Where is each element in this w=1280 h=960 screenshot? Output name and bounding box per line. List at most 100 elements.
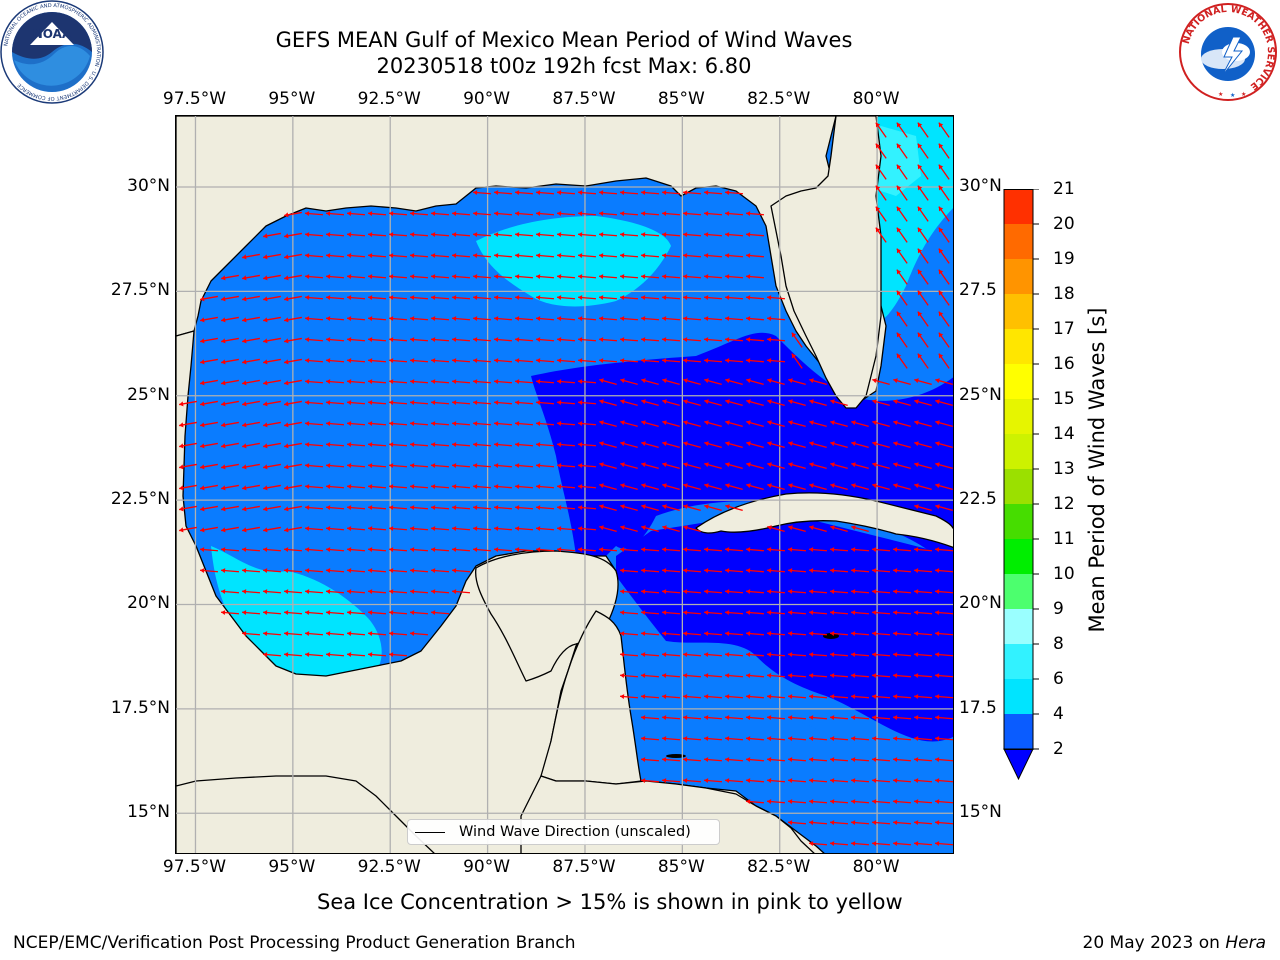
wave-direction-arrow [745,211,765,217]
wave-direction-arrow [934,589,953,595]
wave-direction-arrow [767,483,785,490]
wave-direction-arrow [640,547,660,553]
colorbar-segment [1004,644,1033,679]
wave-direction-arrow [535,232,555,238]
wave-direction-arrow [304,358,324,364]
wave-direction-arrow [724,274,744,280]
wave-direction-arrow [619,547,639,553]
wave-direction-arrow [641,420,659,427]
wave-direction-arrow [263,442,281,449]
wave-direction-arrow [535,295,555,301]
wave-direction-arrow [577,295,597,301]
wave-direction-arrow [241,589,261,595]
wave-direction-arrow [493,253,513,259]
wave-direction-arrow [620,378,638,385]
wave-direction-arrow [179,526,197,533]
wave-direction-arrow [598,316,618,322]
wave-direction-arrow [599,378,617,385]
wave-direction-arrow [913,568,933,574]
wave-direction-arrow [598,190,618,196]
wave-direction-arrow [703,190,723,196]
wave-direction-arrow [851,483,869,490]
wave-direction-arrow [787,589,807,595]
wave-direction-arrow [640,778,660,784]
wave-direction-arrow [896,248,908,264]
wave-direction-arrow [451,316,471,322]
wave-direction-arrow [745,274,765,280]
wave-direction-arrow [640,610,660,616]
wave-direction-arrow [556,547,576,553]
wave-direction-arrow [304,337,324,343]
wave-direction-arrow [493,190,513,196]
wave-direction-arrow [430,295,450,301]
wave-direction-arrow [535,442,555,448]
wave-direction-arrow [893,441,911,448]
colorbar-segment [1004,434,1033,469]
wave-direction-arrow [367,316,387,322]
wave-direction-arrow [703,673,723,679]
colorbar-segment [1004,679,1033,714]
colorbar-tick-label: 13 [1053,459,1075,479]
wave-direction-arrow [682,358,702,364]
wave-direction-arrow [598,358,618,364]
wave-direction-arrow [917,143,929,159]
wave-direction-arrow [682,211,702,217]
wave-direction-arrow [829,652,849,658]
wave-direction-arrow [556,505,576,511]
wave-direction-arrow [682,316,702,322]
lon-tick-label-bottom: 80°W [852,857,900,877]
wave-direction-arrow [640,715,660,721]
wave-direction-arrow [893,378,911,385]
wave-direction-arrow [388,316,408,322]
wave-direction-arrow [766,652,786,658]
wave-direction-arrow [787,694,807,700]
wave-direction-arrow [346,316,366,322]
wave-direction-arrow [892,736,912,742]
wave-direction-arrow [871,631,891,637]
wave-direction-arrow [640,190,660,196]
wave-direction-arrow [599,525,617,532]
wave-direction-arrow [872,420,890,427]
wave-direction-arrow [262,568,282,574]
wave-direction-arrow [451,421,471,427]
wave-direction-arrow [535,400,555,406]
wave-direction-arrow [200,316,218,323]
wave-direction-arrow [200,421,218,428]
colorbar-tick-label: 9 [1053,599,1064,619]
wave-direction-arrow [263,505,281,512]
wave-direction-arrow [871,778,891,784]
wave-direction-arrow [745,337,765,343]
wave-direction-arrow [430,505,450,511]
wave-direction-arrow [851,441,869,448]
wave-direction-arrow [263,421,281,428]
wave-direction-arrow [388,358,408,364]
wave-direction-arrow [682,715,702,721]
wave-direction-arrow [829,778,849,784]
wave-direction-arrow [662,483,680,490]
wave-direction-arrow [451,568,471,574]
wave-direction-arrow [620,441,638,448]
wave-direction-arrow [262,547,282,553]
wave-direction-arrow [682,253,702,259]
land-florida [770,116,882,409]
wave-direction-arrow [745,589,765,595]
colorbar-tick-label: 4 [1053,704,1064,724]
wave-direction-arrow [850,589,870,595]
wave-direction-arrow [938,206,950,222]
wave-direction-arrow [724,631,744,637]
wave-direction-arrow [284,337,302,344]
wave-direction-arrow [325,400,345,406]
colorbar-tick-label: 19 [1053,249,1075,269]
wave-direction-arrow [917,164,929,180]
wave-direction-arrow [514,274,534,280]
footer-host: Hera [1225,933,1266,953]
wave-direction-arrow [913,757,933,763]
wave-direction-arrow [917,206,929,222]
wave-direction-arrow [724,316,744,322]
wave-direction-arrow [767,525,785,532]
wave-direction-arrow [179,505,197,512]
lon-tick-label-bottom: 90°W [463,857,511,877]
wave-direction-arrow [787,778,807,784]
wave-direction-arrow [493,232,513,238]
wave-direction-arrow [221,421,239,428]
